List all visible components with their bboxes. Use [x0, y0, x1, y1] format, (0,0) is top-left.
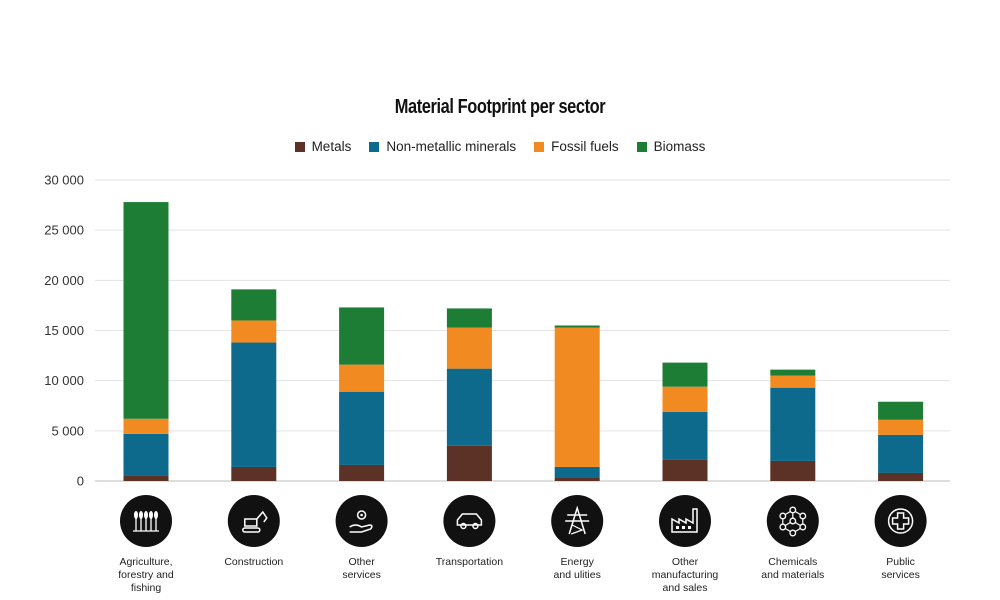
bar-segment	[123, 202, 169, 419]
bar-segment	[123, 475, 169, 481]
category-label: Transportation	[414, 556, 524, 569]
bar-segment	[231, 320, 277, 343]
category-label-line: Chemicals	[768, 556, 818, 568]
chart-title: Material Footprint per sector	[394, 96, 606, 118]
bar-segment	[339, 391, 385, 465]
category-label: Other manufacturing and sales	[630, 556, 740, 595]
category-label-line: Construction	[224, 556, 284, 568]
category-label-line: manufacturing	[651, 569, 719, 581]
bar-segment	[662, 362, 708, 387]
y-tick-label: 15 000	[44, 323, 84, 338]
hand-gear-icon	[335, 495, 388, 547]
legend-label: Fossil fuels	[551, 139, 619, 154]
excavator-icon	[227, 495, 280, 547]
car-icon	[443, 495, 496, 547]
category-label-line: Energy	[560, 556, 594, 568]
category-label-line: Agriculture,	[119, 556, 173, 568]
bar-segment	[554, 325, 600, 328]
bar-segment	[446, 327, 492, 369]
y-tick-label: 0	[77, 474, 84, 489]
medical-cross-icon	[874, 495, 927, 547]
bar-segment	[123, 433, 169, 476]
legend-label: Non-metallic minerals	[386, 139, 517, 154]
bar-segment	[878, 434, 924, 473]
y-tick-label: 10 000	[44, 373, 84, 388]
category-label-line: fishing	[130, 582, 162, 594]
legend-item: Metals	[294, 139, 352, 154]
bar-segment	[662, 459, 708, 481]
molecule-icon	[766, 495, 819, 547]
category-label: Agriculture, forestry and fishing	[91, 556, 201, 595]
category-label: Chemicals and materials	[738, 556, 848, 582]
bar-segment	[878, 419, 924, 435]
category-label-line: Public	[886, 556, 915, 568]
legend-swatch	[534, 141, 545, 152]
category-label-line: and ulities	[553, 569, 601, 581]
y-tick-label: 20 000	[44, 273, 84, 288]
bar-segment	[231, 289, 277, 321]
bar-segment	[339, 464, 385, 481]
legend-item: Fossil fuels	[534, 139, 619, 154]
bar-segment	[878, 472, 924, 481]
category-label: Construction	[199, 556, 309, 569]
bar-segment	[770, 375, 816, 388]
legend-swatch	[294, 141, 305, 152]
category-label-line: forestry and	[118, 569, 174, 581]
power-pylon-icon	[551, 495, 604, 547]
bar-segment	[339, 364, 385, 392]
legend-item: Non-metallic minerals	[369, 139, 516, 154]
bar-segment	[446, 308, 492, 328]
bar-segment	[554, 477, 600, 481]
y-tick-label: 30 000	[44, 173, 84, 188]
category-label-line: services	[881, 569, 920, 581]
bar-segment	[770, 369, 816, 376]
bar-segment	[662, 411, 708, 460]
legend-label: Metals	[311, 139, 352, 154]
legend-item: Biomass	[636, 139, 706, 154]
category-label: Energy and ulities	[522, 556, 632, 582]
bar-segment	[123, 418, 169, 434]
legend-swatch	[636, 141, 647, 152]
bar-segment	[446, 445, 492, 481]
legend-swatch	[369, 141, 380, 152]
category-label: Public services	[846, 556, 956, 582]
bar-segment	[554, 466, 600, 478]
bar-segment	[878, 401, 924, 420]
y-tick-label: 25 000	[44, 223, 84, 238]
wheat-icon	[120, 495, 172, 547]
legend: Metals Non-metallic minerals Fossil fuels B…	[0, 139, 1000, 154]
bar-segment	[231, 342, 277, 467]
bar-segment	[446, 368, 492, 446]
category-label-line: Transportation	[435, 556, 504, 568]
category-label-line: services	[342, 569, 381, 581]
bar-segment	[770, 387, 816, 461]
bar-segment	[339, 307, 385, 365]
bar-segment	[662, 386, 708, 412]
legend-label: Biomass	[653, 139, 706, 154]
bar-segment	[554, 327, 600, 467]
y-tick-label: 5 000	[51, 423, 84, 438]
bar-segment	[231, 466, 277, 481]
category-label-line: Other	[348, 556, 375, 568]
category-label-line: and sales	[662, 582, 708, 594]
bar-segment	[770, 460, 816, 481]
category-label: Other services	[307, 556, 417, 582]
factory-icon	[659, 495, 711, 547]
category-label-line: Other	[671, 556, 699, 568]
category-label-line: and materials	[761, 569, 825, 581]
